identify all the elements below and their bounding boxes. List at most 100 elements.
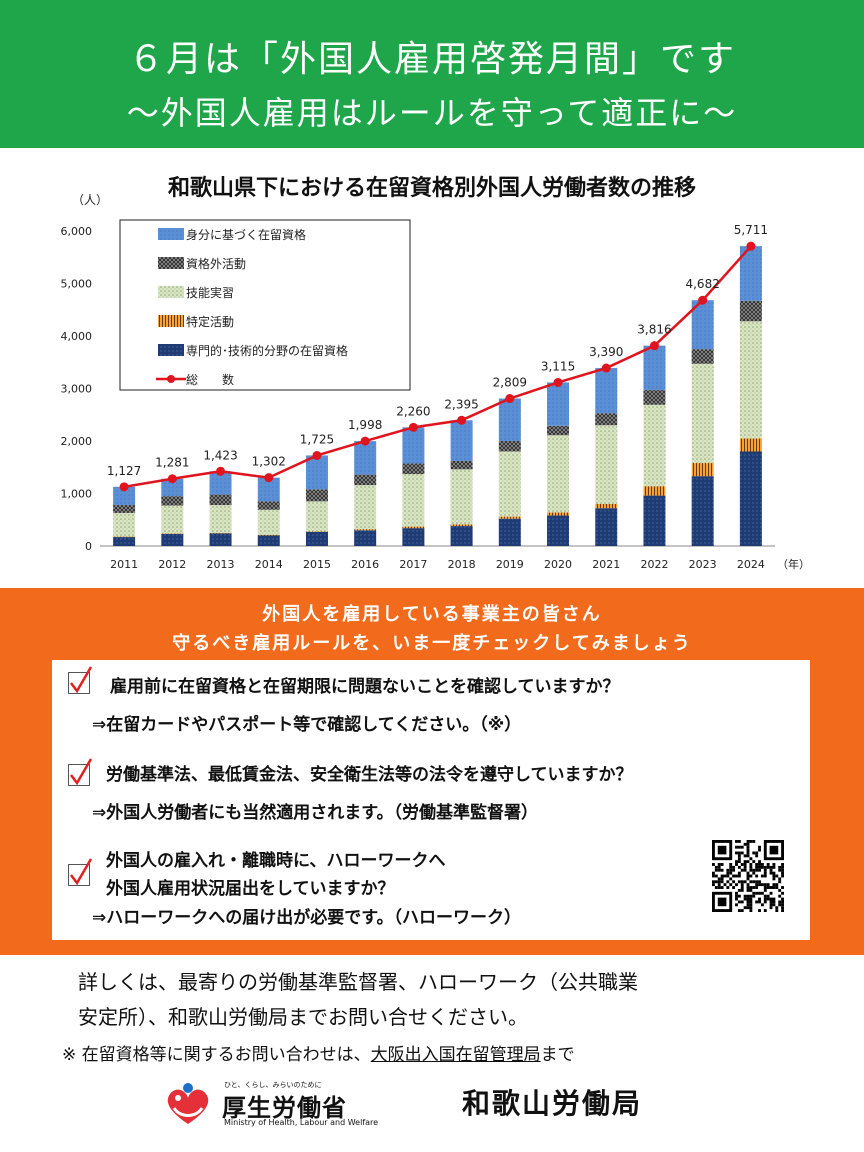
bar-segment	[209, 494, 232, 506]
bar-segment	[691, 300, 714, 350]
qr-module	[749, 909, 753, 912]
qr-module	[758, 863, 761, 866]
x-tick-label: 2014	[255, 558, 283, 571]
bureau-name: 和歌山労働局	[462, 1087, 643, 1120]
qr-module	[758, 860, 761, 864]
x-tick-label: 2012	[158, 558, 186, 571]
qr-module	[717, 883, 721, 887]
bar-segment	[595, 504, 618, 509]
bar-segment	[305, 531, 328, 532]
qr-module	[758, 883, 761, 887]
qr-module	[763, 909, 767, 912]
data-label: 1,998	[348, 418, 382, 432]
checkbox-2	[68, 758, 93, 786]
note-suffix: まで	[540, 1045, 575, 1065]
qr-module	[712, 883, 715, 887]
checkbox-1	[68, 666, 93, 694]
bar-segment	[257, 509, 280, 535]
qr-module	[775, 909, 779, 912]
qr-module	[720, 874, 724, 878]
qr-module	[735, 860, 738, 864]
qr-module	[746, 871, 750, 875]
qr-module	[758, 891, 761, 895]
total-line	[123, 245, 752, 489]
qr-module	[778, 880, 782, 884]
qr-module	[760, 903, 764, 907]
legend-marker	[167, 375, 175, 383]
qr-module	[749, 906, 753, 910]
page-subtitle: ～外国人雇用はルールを守って適正に～	[126, 94, 738, 132]
x-axis-unit: （年）	[777, 557, 810, 571]
qr-module	[749, 880, 753, 884]
qr-module	[723, 883, 727, 887]
qr-module	[752, 886, 756, 889]
note: ※ 在留資格等に関するお問い合わせは、大阪出入国在留管理局まで	[62, 1040, 575, 1065]
question-2: 労働基準法、最低賃金法、安全衛生法等の法令を遵守していますか？	[106, 765, 633, 785]
immigration-bureau-link[interactable]: 大阪出入国在留管理局	[370, 1045, 541, 1065]
qr-module	[752, 860, 756, 864]
bar-segment	[402, 463, 425, 475]
qr-module	[769, 871, 773, 875]
qr-module	[712, 863, 715, 866]
answer-3: ⇒ハローワークへの届け出が必要です。（ハローワーク）	[92, 908, 522, 928]
data-label: 3,816	[637, 323, 671, 337]
qr-module	[732, 874, 736, 878]
qr-module	[729, 871, 733, 875]
qr-module	[743, 868, 747, 872]
qr-module	[758, 909, 761, 912]
bar-segment	[257, 477, 280, 502]
bar-segment	[739, 300, 762, 322]
qr-module	[735, 863, 738, 866]
bar-segment	[402, 528, 425, 546]
qr-module	[752, 871, 756, 875]
bar-segment	[305, 489, 328, 502]
qr-module	[735, 874, 738, 878]
y-tick-label: 2,000	[61, 435, 93, 448]
qr-module	[714, 886, 718, 889]
bar-segment	[354, 485, 377, 530]
bar-segment	[547, 515, 570, 546]
qr-module	[743, 865, 747, 869]
qr-module	[737, 860, 741, 864]
chart: （人） 0 1,000 2,000 3,000 4,000 5,000 6,000 2011 20…	[61, 193, 811, 571]
qr-module	[743, 880, 747, 884]
qr-module	[769, 865, 773, 869]
qr-module	[743, 894, 747, 898]
qr-module	[726, 886, 730, 889]
qr-module	[740, 868, 744, 872]
bar-segment	[257, 501, 280, 510]
bar-segment	[691, 463, 714, 477]
page-title: ６月は「外国人雇用啓発月間」です	[127, 39, 736, 80]
qr-module	[737, 857, 741, 861]
qr-module	[726, 874, 730, 878]
qr-module	[781, 863, 784, 866]
qr-module	[749, 863, 753, 866]
qr-module	[737, 888, 741, 892]
qr-module	[781, 865, 784, 869]
qr-module	[766, 897, 770, 901]
bar-segment	[498, 516, 521, 519]
qr-module	[758, 845, 761, 849]
bar-segment	[691, 476, 714, 546]
qr-module	[766, 865, 770, 869]
bar-segment	[691, 349, 714, 364]
x-tick-label: 2023	[689, 558, 717, 571]
qr-module	[758, 897, 761, 901]
bar-segment	[209, 532, 232, 534]
qr-module	[775, 883, 779, 887]
qr-module	[760, 874, 764, 878]
qr-module	[749, 868, 753, 872]
qr-code-icon[interactable]	[712, 840, 784, 912]
qr-module	[737, 900, 741, 904]
qr-module	[752, 880, 756, 884]
legend-label: 特定活動	[186, 314, 234, 329]
qr-module	[735, 894, 738, 898]
total-point	[553, 377, 563, 387]
mhlw-name: 厚生労働省	[222, 1094, 347, 1122]
qr-module	[755, 874, 759, 878]
qr-module	[758, 880, 761, 884]
bar-segment	[305, 455, 328, 490]
qr-module	[740, 845, 744, 849]
data-label: 4,682	[685, 277, 719, 291]
